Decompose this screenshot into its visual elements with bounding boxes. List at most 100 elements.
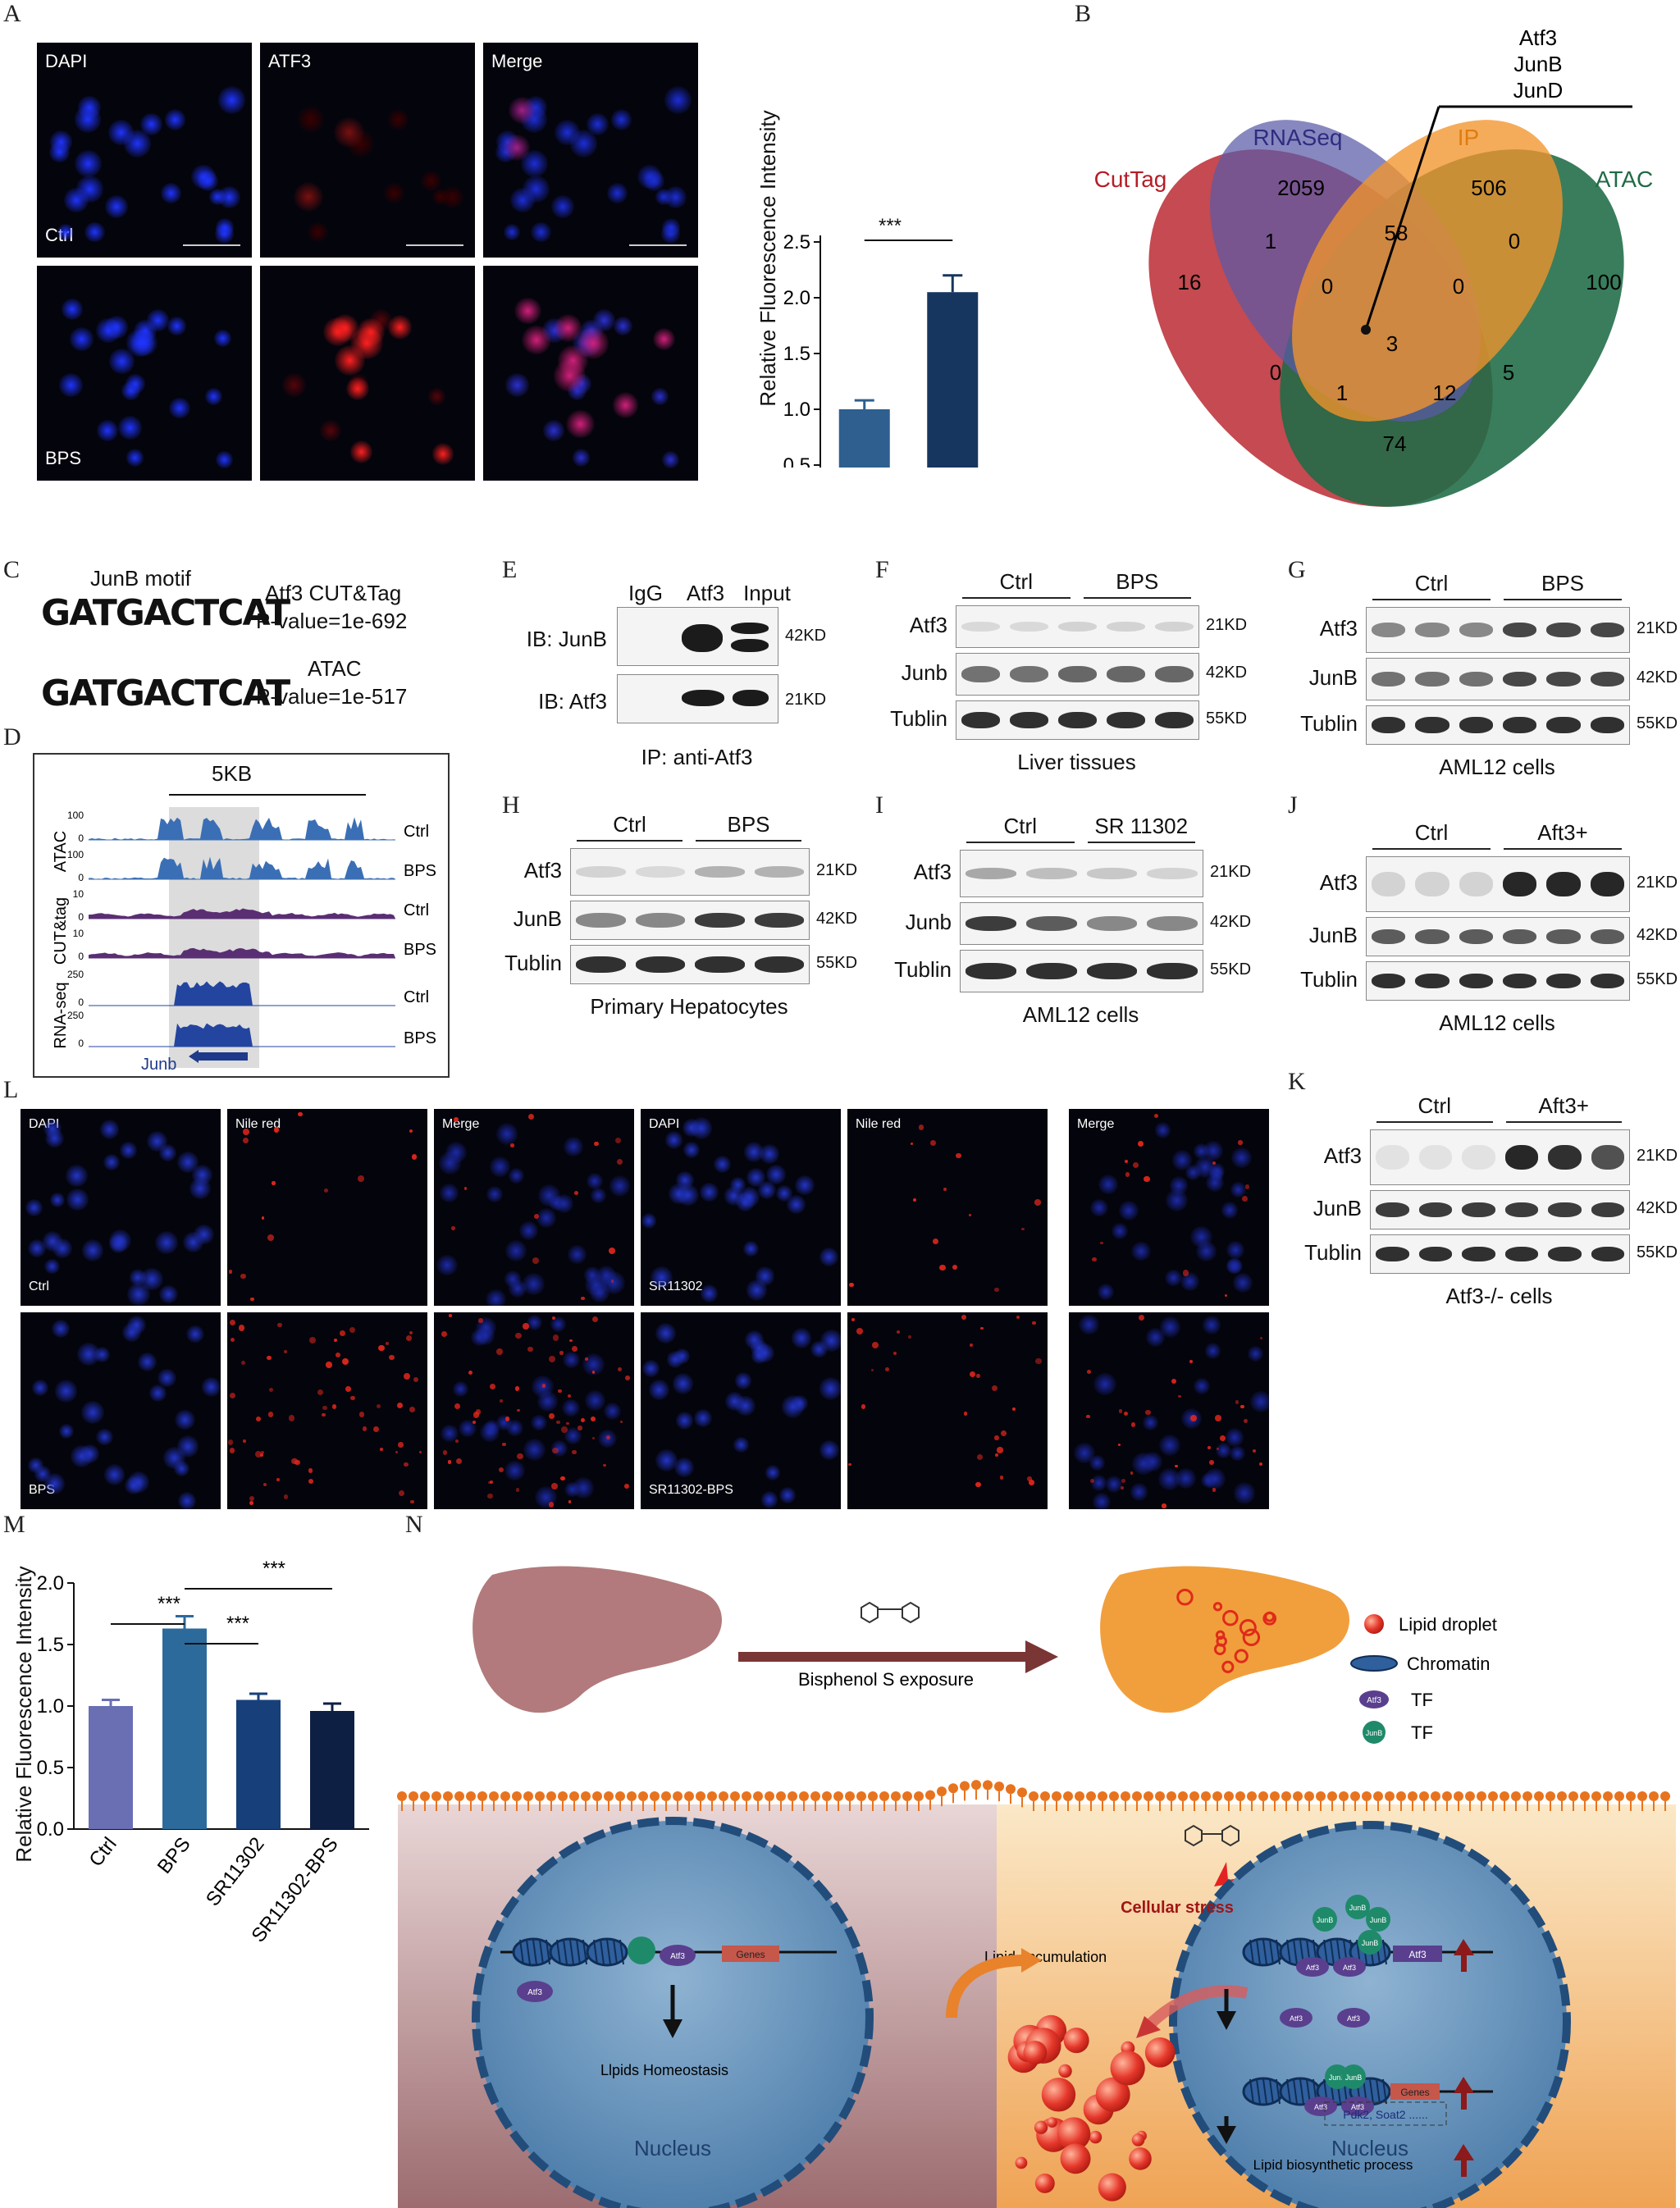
- track-yval: 10: [73, 888, 84, 900]
- lane-header: Atf3: [686, 581, 725, 605]
- lipid-head: [454, 1791, 464, 1801]
- lipid-head: [1465, 1791, 1475, 1801]
- blot-band: [1418, 1202, 1452, 1217]
- lipid-spot: [1137, 1140, 1144, 1147]
- blot-band: [1546, 929, 1581, 944]
- blot-kd-label: 21KD: [1637, 619, 1678, 637]
- cell-nucleus: [202, 1377, 221, 1397]
- lipid-head: [1075, 1791, 1084, 1801]
- lipid-spot: [308, 1479, 314, 1484]
- cell-nucleus: [641, 1360, 660, 1377]
- lipid-head: [765, 1791, 774, 1801]
- blot-row-label: Tublin: [894, 957, 952, 982]
- lipid-spot: [288, 1415, 294, 1421]
- blot-band: [635, 956, 685, 973]
- blot-kd-label: 55KD: [1637, 714, 1678, 732]
- blot-band: [1376, 1202, 1409, 1217]
- blot-group-underline: [962, 597, 1071, 599]
- panel-d-tracks: 5KB ATAC CUT&tag RNA-seq Ctrl BPS Ctrl B…: [33, 753, 450, 1078]
- chart-m-bar: [236, 1699, 281, 1829]
- lipid-droplet: [1023, 2041, 1048, 2065]
- lipid-head: [500, 1791, 510, 1801]
- cell-nucleus: [138, 1353, 157, 1372]
- lipid-spot: [349, 1326, 355, 1334]
- cell-nucleus: [485, 1289, 506, 1306]
- lipid-spot: [240, 1273, 246, 1280]
- genes-label: Genes: [1400, 2087, 1429, 2098]
- blot-row-label: Atf3: [1319, 616, 1358, 641]
- dna-wrap: [1262, 1939, 1267, 1965]
- blot-band: [1503, 717, 1537, 733]
- lipid-head: [409, 1791, 418, 1801]
- lipid-head: [1040, 1791, 1050, 1801]
- panel-label-l: L: [3, 1076, 19, 1103]
- lipid-spot: [290, 1458, 298, 1465]
- lipid-spot: [1027, 1476, 1032, 1481]
- lipid-spot: [1032, 1321, 1036, 1325]
- lipid-head: [604, 1791, 614, 1801]
- cell-nucleus: [109, 348, 135, 374]
- lipid-spot: [504, 1416, 510, 1421]
- blot-band: [695, 956, 745, 973]
- atf3-signal: [335, 345, 365, 376]
- blot-row-label: IB: JunB: [526, 627, 607, 651]
- blot-band: [754, 913, 804, 928]
- cell-nucleus: [1195, 1240, 1217, 1261]
- lipid-spot: [910, 1142, 914, 1146]
- blot-band: [966, 916, 1016, 931]
- micro-channel-label: DAPI: [45, 51, 88, 71]
- lipid-spot: [566, 1421, 569, 1425]
- blot-band: [966, 963, 1016, 979]
- lipid-spot: [475, 1409, 482, 1415]
- cell-nucleus: [660, 224, 681, 244]
- lipid-spot: [455, 1458, 462, 1464]
- venn-number: 0: [1509, 229, 1520, 253]
- blot-group-header: Ctrl: [613, 812, 646, 837]
- lipid-spot: [1021, 1227, 1025, 1231]
- blot-strip: [1366, 961, 1630, 1001]
- dna-wrap: [532, 1939, 537, 1965]
- chart-m-bar: [162, 1628, 207, 1829]
- blot-kd-label: 42KD: [1637, 1199, 1678, 1217]
- lipid-spot: [549, 1355, 556, 1362]
- micro-channel-label: Merge: [1077, 1117, 1115, 1131]
- dna-wrap: [1269, 2078, 1274, 2105]
- lipid-head: [1098, 1791, 1107, 1801]
- venn-number: 3: [1386, 331, 1398, 356]
- liver-droplet: [1262, 1611, 1277, 1626]
- cell-nucleus: [743, 1142, 765, 1162]
- atf3-tf-icon: [1304, 2096, 1337, 2116]
- lipid-head: [1121, 1791, 1130, 1801]
- liver-droplet: [1215, 1630, 1226, 1640]
- cell-nucleus: [1215, 1442, 1232, 1459]
- blot-band: [1590, 672, 1624, 687]
- blot-band: [1548, 1145, 1582, 1170]
- lipid-spot: [350, 1395, 355, 1401]
- legend-junb-icon: [1363, 1721, 1386, 1744]
- lipid-spot: [969, 1213, 972, 1217]
- lipid-spot: [976, 1374, 980, 1378]
- dna-wrap: [593, 1939, 598, 1965]
- atf3-tf-icon: [1280, 2008, 1312, 2028]
- venn-number: 1: [1265, 229, 1276, 253]
- lipid-spot: [963, 1412, 968, 1416]
- lipid-spot: [229, 1319, 235, 1326]
- cell-nucleus: [1226, 1240, 1245, 1260]
- scale-bar: [406, 244, 463, 246]
- cell-nucleus: [1203, 1141, 1224, 1161]
- cell-nucleus: [562, 1351, 580, 1369]
- lipid-head: [994, 1781, 1004, 1792]
- lipid-head: [707, 1791, 717, 1801]
- panel-label-j: J: [1288, 792, 1298, 819]
- lipid-spot: [326, 1362, 332, 1368]
- cell-nucleus: [1090, 1198, 1109, 1217]
- blot-group-header: Ctrl: [1414, 820, 1449, 845]
- blot-strip: [570, 945, 810, 984]
- lipid-spot: [489, 1480, 494, 1485]
- lipid-spot: [502, 1442, 506, 1447]
- lipid-spot: [1124, 1412, 1129, 1416]
- venn-number: 1: [1336, 381, 1348, 405]
- blot-kd-label: 21KD: [1637, 874, 1678, 892]
- blot-group-underline: [1504, 848, 1622, 850]
- lipid-head: [1132, 1791, 1142, 1801]
